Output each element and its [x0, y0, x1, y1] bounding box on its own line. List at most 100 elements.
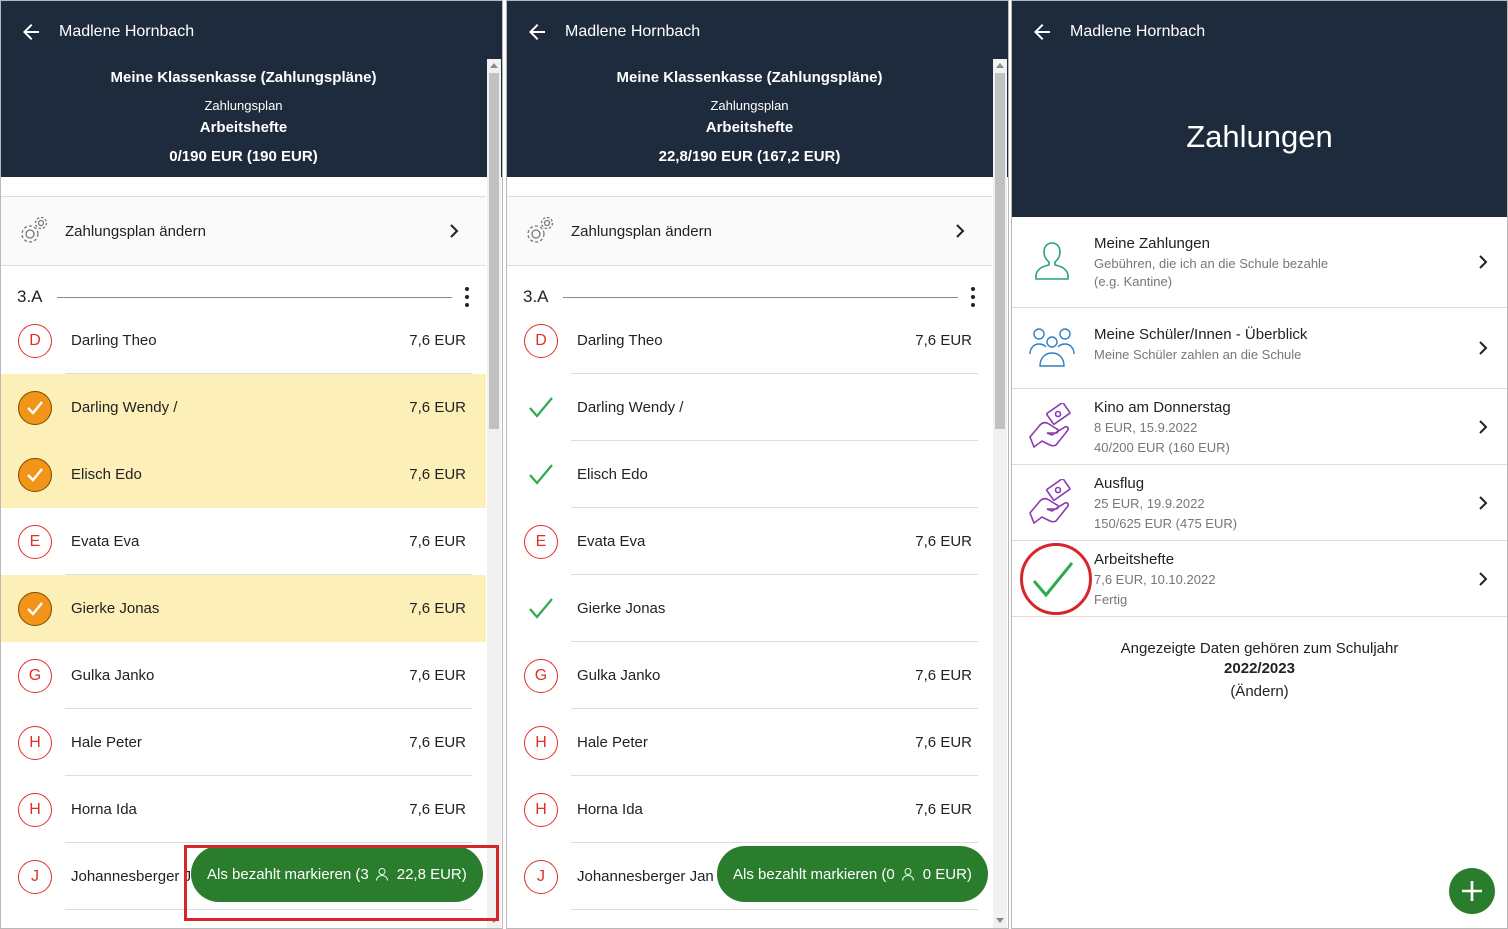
selected-check-icon [18, 591, 52, 626]
student-list: D Darling Theo 7,6 EUR Darling Wendy / E… [507, 307, 992, 910]
item-desc-1: 8 EUR, 15.9.2022 [1094, 420, 1198, 435]
student-name: Darling Theo [71, 332, 157, 349]
student-name: Gulka Janko [71, 667, 155, 684]
back-arrow-icon[interactable] [1030, 20, 1054, 44]
mark-as-paid-button[interactable]: Als bezahlt markieren (0 0 EUR) [717, 846, 988, 902]
class-label: 3.A [523, 287, 549, 306]
student-row[interactable]: H Hale Peter 7,6 EUR [1, 709, 486, 776]
student-row[interactable]: G Gulka Janko 7,6 EUR [1, 642, 486, 709]
student-row[interactable]: E Evata Eva 7,6 EUR [1, 508, 486, 575]
student-amount: 7,6 EUR [915, 801, 972, 818]
selected-check-icon [18, 457, 52, 492]
class-label: 3.A [17, 287, 43, 306]
avatar: D [18, 323, 52, 358]
student-row-paid[interactable]: Gierke Jonas [507, 575, 992, 642]
paid-check-icon [524, 592, 558, 626]
payment-plan-item[interactable]: Ausflug 25 EUR, 19.9.2022 150/625 EUR (4… [1012, 465, 1507, 541]
change-plan-button[interactable]: Zahlungsplan ändern [1, 196, 486, 266]
panel-payments-overview: Madlene Hornbach Zahlungen Meine Zahlung… [1011, 0, 1508, 929]
back-arrow-icon[interactable] [525, 20, 549, 44]
student-list: D Darling Theo 7,6 EUR Darling Wendy / 7… [1, 307, 486, 910]
avatar: J [524, 859, 558, 894]
student-row-selected[interactable]: Gierke Jonas 7,6 EUR [1, 575, 486, 642]
more-options-icon[interactable] [970, 287, 976, 307]
change-plan-label: Zahlungsplan ändern [65, 222, 206, 240]
paid-check-icon [524, 458, 558, 492]
scrollbar[interactable] [487, 59, 501, 928]
my-payments-item[interactable]: Meine Zahlungen Gebühren, die ich an die… [1012, 217, 1507, 308]
change-plan-label: Zahlungsplan ändern [571, 222, 712, 240]
student-name: Johannesberger Jan [71, 868, 208, 885]
student-amount: 7,6 EUR [409, 734, 466, 751]
student-row[interactable]: H Horna Ida 7,6 EUR [1, 776, 486, 843]
header: Madlene Hornbach Meine Klassenkasse (Zah… [1, 1, 502, 177]
my-students-item[interactable]: Meine Schüler/Innen - Überblick Meine Sc… [1012, 308, 1507, 389]
avatar: H [524, 725, 558, 760]
student-amount: 7,6 EUR [915, 667, 972, 684]
student-amount: 7,6 EUR [409, 399, 466, 416]
payment-plan-item-completed[interactable]: Arbeitshefte 7,6 EUR, 10.10.2022 Fertig [1012, 541, 1507, 617]
student-row[interactable]: H Hale Peter 7,6 EUR [507, 709, 992, 776]
student-row-paid[interactable]: Elisch Edo [507, 441, 992, 508]
group-icon [1029, 328, 1075, 367]
gears-icon [21, 216, 48, 243]
chevron-right-icon [1479, 255, 1488, 269]
change-plan-button[interactable]: Zahlungsplan ändern [507, 196, 992, 266]
more-options-icon[interactable] [464, 287, 470, 307]
add-button[interactable] [1449, 868, 1495, 914]
student-amount: 7,6 EUR [409, 600, 466, 617]
item-desc-1: Gebühren, die ich an die Schule bezahle [1094, 256, 1329, 271]
student-row[interactable]: H Horna Ida 7,6 EUR [507, 776, 992, 843]
page-title: Meine Klassenkasse (Zahlungspläne) [616, 69, 883, 86]
school-year-value: 2022/2023 [1224, 660, 1295, 677]
item-desc-2: 150/625 EUR (475 EUR) [1094, 516, 1238, 531]
user-name: Madlene Hornbach [59, 23, 195, 40]
panel-payment-plan-selection: Madlene Hornbach Meine Klassenkasse (Zah… [0, 0, 503, 929]
student-name: Gulka Janko [577, 667, 661, 684]
student-name: Evata Eva [577, 533, 646, 550]
student-name: Elisch Edo [577, 466, 648, 483]
change-school-year-link[interactable]: (Ändern) [1230, 683, 1289, 700]
chevron-right-icon [1479, 419, 1488, 434]
gears-icon [527, 216, 554, 243]
header: Madlene Hornbach Zahlungen [1012, 1, 1507, 217]
student-name: Johannesberger Jan [577, 868, 714, 885]
student-name: Horna Ida [577, 801, 643, 818]
student-row[interactable]: D Darling Theo 7,6 EUR [1, 307, 486, 374]
page-title: Zahlungen [1186, 119, 1333, 154]
student-name: Horna Ida [71, 801, 137, 818]
student-row[interactable]: G Gulka Janko 7,6 EUR [507, 642, 992, 709]
payment-plan-item[interactable]: Kino am Donnerstag 8 EUR, 15.9.2022 40/2… [1012, 389, 1507, 465]
student-amount: 7,6 EUR [409, 801, 466, 818]
mark-as-paid-amount: 22,8 EUR) [396, 865, 467, 883]
student-row[interactable]: E Evata Eva 7,6 EUR [507, 508, 992, 575]
scroll-thumb[interactable] [489, 73, 499, 429]
student-row[interactable]: J Johannesberger Jan [507, 843, 992, 910]
avatar: E [524, 524, 558, 559]
avatar: D [524, 323, 558, 358]
student-row-paid[interactable]: Darling Wendy / [507, 374, 992, 441]
scrollbar[interactable] [993, 59, 1007, 928]
item-desc-2: (e.g. Kantine) [1094, 274, 1173, 289]
chevron-right-icon [1479, 341, 1488, 355]
class-group-header: 3.A [523, 285, 976, 309]
item-desc-1: Meine Schüler zahlen an die Schule [1094, 347, 1302, 362]
chevron-right-icon [450, 224, 459, 238]
student-name: Evata Eva [71, 533, 140, 550]
item-title: Kino am Donnerstag [1094, 399, 1231, 416]
item-desc-1: 25 EUR, 19.9.2022 [1094, 496, 1205, 511]
back-arrow-icon[interactable] [19, 20, 43, 44]
student-row[interactable]: D Darling Theo 7,6 EUR [507, 307, 992, 374]
mark-as-paid-button[interactable]: Als bezahlt markieren (3 22,8 EUR) [191, 846, 483, 902]
money-hand-icon [1029, 403, 1071, 449]
student-row-selected[interactable]: Darling Wendy / 7,6 EUR [1, 374, 486, 441]
student-row[interactable]: J Johannesberger Jan [1, 843, 486, 910]
person-icon [375, 868, 388, 881]
scroll-thumb[interactable] [995, 73, 1005, 429]
student-name: Elisch Edo [71, 466, 142, 483]
student-amount: 7,6 EUR [409, 466, 466, 483]
person-icon [901, 868, 914, 881]
student-amount: 7,6 EUR [409, 533, 466, 550]
paid-check-icon [524, 391, 558, 425]
student-row-selected[interactable]: Elisch Edo 7,6 EUR [1, 441, 486, 508]
